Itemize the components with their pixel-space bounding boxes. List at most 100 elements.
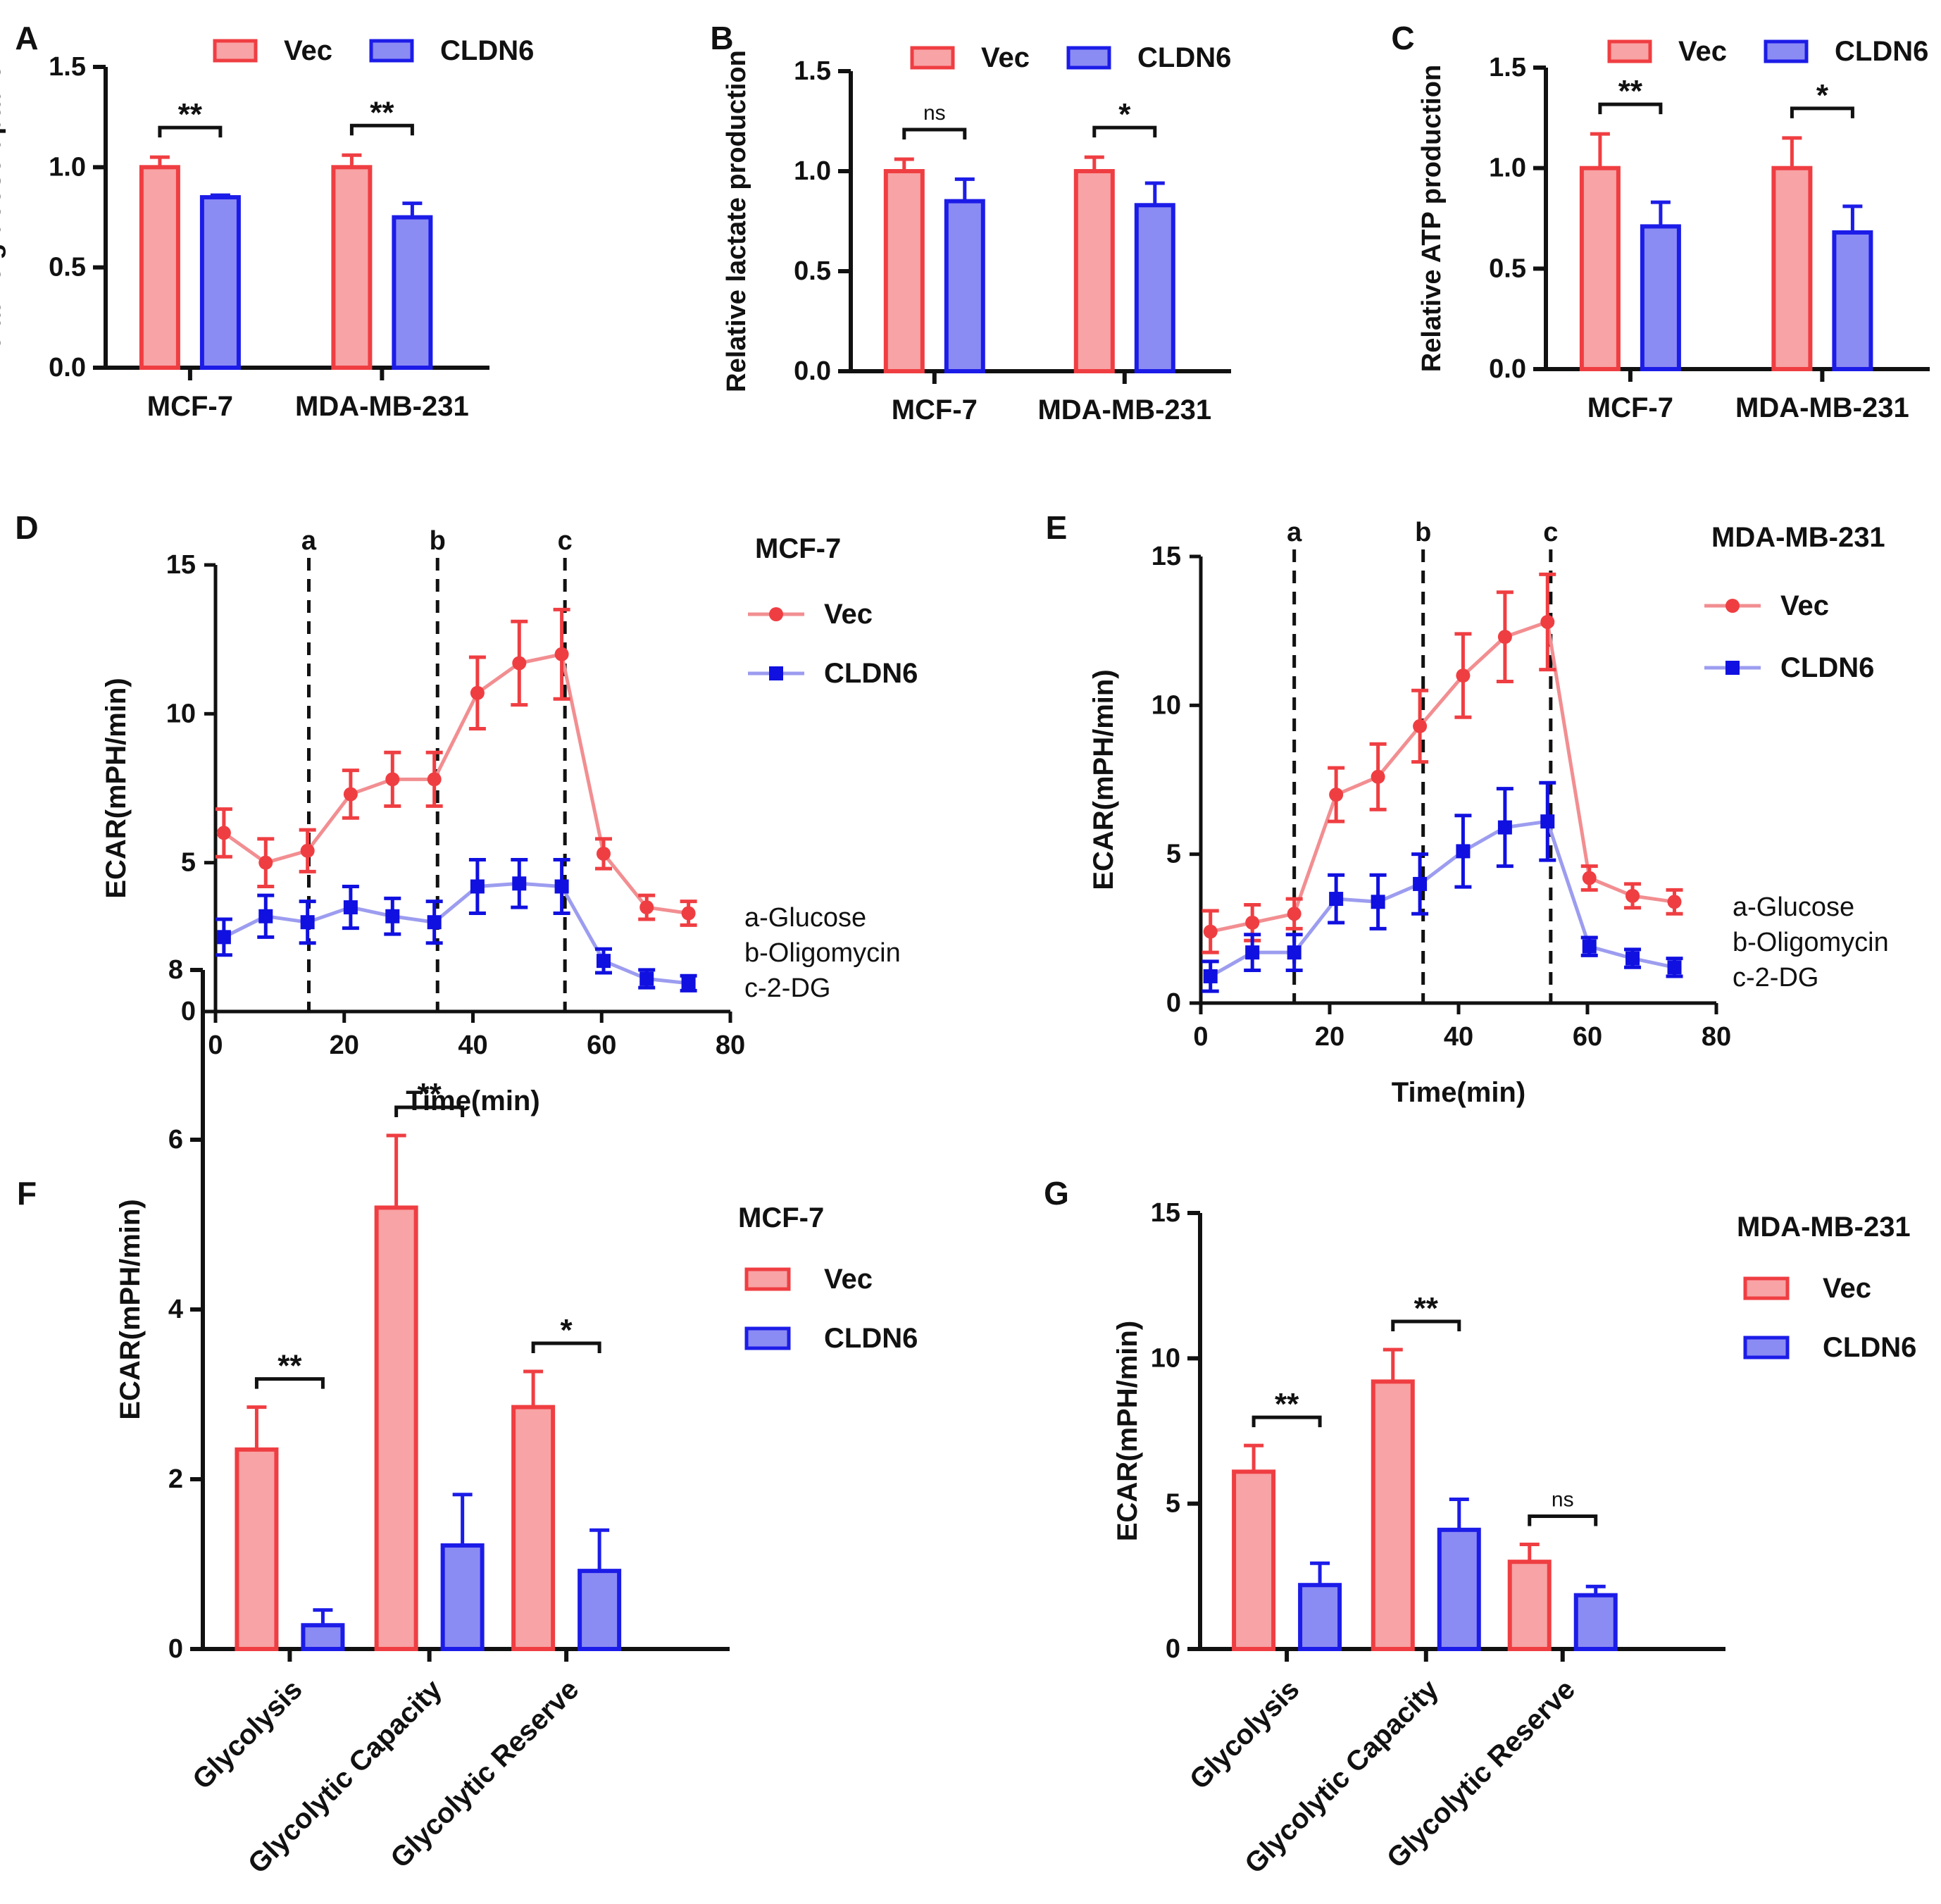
- bar-vec: [1371, 1379, 1415, 1651]
- series-line-vec: [223, 652, 689, 915]
- annotation: a-Glucose: [1733, 892, 1854, 922]
- data-point-cldn6: [639, 971, 654, 986]
- legend-label-vec: Vec: [1780, 590, 1829, 621]
- y-axis-label: Relative lactate production: [722, 50, 751, 392]
- chart-A: 0.0 0.5 1.0 1.5 Relative glucose uptake MCF-7…: [0, 35, 534, 422]
- data-point-vec: [554, 647, 569, 661]
- significance-label: **: [178, 97, 203, 132]
- x-axis-label: Time(min): [1392, 1077, 1525, 1108]
- significance-label: **: [1275, 1387, 1299, 1421]
- panel-label: C: [1391, 20, 1414, 56]
- y-tick-label: 0.5: [1489, 254, 1526, 283]
- x-category-label: Glycolysis: [1184, 1674, 1306, 1796]
- y-tick-label: 15: [1152, 542, 1181, 571]
- vline-label: b: [1415, 518, 1431, 547]
- y-axis-label: Relative glucose uptake: [0, 65, 6, 370]
- y-tick-label: 5: [1166, 1489, 1180, 1519]
- data-point-cldn6: [554, 879, 569, 894]
- bar-vec: [1579, 166, 1621, 372]
- legend-label-cldn6: CLDN6: [824, 658, 918, 689]
- bar-cldn6: [578, 1569, 622, 1651]
- legend-label-vec: Vec: [824, 599, 873, 630]
- legend-swatch-vec: [910, 46, 955, 70]
- significance-label: ns: [1552, 1488, 1574, 1511]
- bar-cldn6: [301, 1623, 345, 1652]
- legend-title: MCF-7: [738, 1202, 824, 1233]
- y-tick-label: 1.0: [794, 156, 831, 186]
- legend-swatch-vec: [213, 39, 258, 63]
- significance-label: *: [561, 1313, 573, 1348]
- bar-cldn6: [1832, 230, 1873, 371]
- panel-label: G: [1044, 1175, 1069, 1212]
- y-tick-label: 5: [1166, 840, 1181, 869]
- x-tick-label: 40: [458, 1031, 487, 1060]
- y-axis-label: ECAR(mPH/min): [115, 1199, 146, 1419]
- y-tick-label: 15: [166, 550, 196, 580]
- bar-cldn6: [1298, 1583, 1342, 1652]
- significance-bracket: [1528, 1514, 1598, 1526]
- bar-cldn6: [1640, 224, 1681, 371]
- x-tick-label: 20: [330, 1031, 359, 1060]
- data-point-cldn6: [1582, 939, 1597, 954]
- significance-label: **: [1618, 74, 1643, 108]
- y-tick-label: 0: [181, 997, 196, 1026]
- legend-title: MDA-MB-231: [1711, 522, 1885, 553]
- data-point-cldn6: [1245, 945, 1260, 960]
- legend-label-vec: Vec: [284, 35, 332, 66]
- significance-bracket: [1598, 102, 1663, 115]
- bar-vec: [374, 1205, 418, 1651]
- data-point-cldn6: [1667, 960, 1682, 975]
- data-point-vec: [258, 855, 273, 870]
- annotation: c-2-DG: [744, 973, 830, 1003]
- bar-vec: [139, 165, 180, 370]
- significance-bracket: [1790, 106, 1854, 118]
- bar-vec: [883, 169, 925, 373]
- significance-label: **: [1414, 1291, 1439, 1326]
- legend-title: MCF-7: [755, 533, 841, 564]
- y-tick-label: 0.0: [49, 353, 86, 382]
- x-category-label: MDA-MB-231: [295, 391, 469, 422]
- series-line-cldn6: [1209, 819, 1675, 978]
- data-point-vec: [1667, 895, 1682, 909]
- y-tick-label: 10: [166, 699, 196, 728]
- y-tick-label: 0.5: [49, 253, 86, 282]
- x-category-label: MCF-7: [892, 394, 978, 425]
- y-axis-label: ECAR(mPH/min): [1088, 669, 1119, 890]
- significance-bracket: [158, 125, 223, 138]
- y-tick-label: 0.0: [1489, 354, 1526, 384]
- legend-swatch-vec: [744, 1267, 791, 1291]
- significance-label: ns: [923, 101, 946, 125]
- chart-G: 051015ECAR(mPH/min)Glycolysis**Glycolyti…: [1112, 1198, 1916, 1879]
- bar-cldn6: [392, 215, 433, 370]
- data-point-cldn6: [1540, 814, 1555, 829]
- annotation: a-Glucose: [744, 903, 866, 933]
- legend-title: MDA-MB-231: [1737, 1212, 1911, 1243]
- data-point-vec: [596, 846, 611, 861]
- data-point-vec: [1413, 718, 1428, 733]
- y-tick-label: 15: [1151, 1198, 1180, 1228]
- data-point-vec: [1625, 888, 1640, 903]
- data-point-cldn6: [470, 879, 485, 894]
- y-tick-label: 1.5: [49, 52, 86, 82]
- data-point-vec: [1287, 907, 1302, 921]
- y-tick-label: 0: [1166, 1634, 1180, 1664]
- data-point-vec: [470, 685, 485, 700]
- data-point-cldn6: [512, 876, 527, 891]
- significance-label: *: [1816, 78, 1829, 113]
- legend-swatch-cldn6: [1743, 1336, 1790, 1359]
- legend-swatch-cldn6: [1764, 39, 1809, 63]
- bar-cldn6: [1134, 203, 1175, 373]
- x-tick-label: 0: [1193, 1022, 1208, 1052]
- bar-vec: [1507, 1560, 1552, 1651]
- legend-label-vec: Vec: [981, 42, 1030, 73]
- y-tick-label: 1.0: [49, 152, 86, 182]
- panel-label: F: [17, 1175, 37, 1212]
- vline-label: c: [1543, 518, 1558, 547]
- data-point-cldn6: [1203, 969, 1218, 983]
- annotation: c-2-DG: [1733, 963, 1818, 993]
- significance-bracket: [902, 127, 967, 139]
- x-tick-label: 60: [1573, 1022, 1602, 1052]
- x-tick-label: 0: [208, 1031, 223, 1060]
- legend-marker-cldn6: [1725, 661, 1740, 675]
- data-point-vec: [1203, 924, 1218, 939]
